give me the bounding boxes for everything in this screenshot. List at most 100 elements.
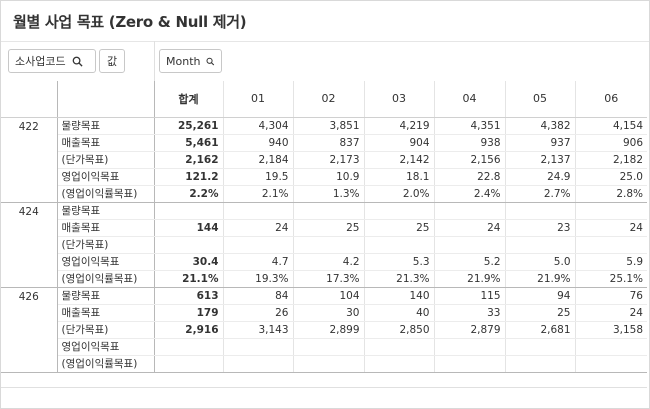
- month-value-cell: 30: [292, 304, 364, 322]
- month-value-cell: 25: [504, 304, 575, 322]
- total-cell: 144: [153, 219, 223, 237]
- month-value-cell: 5.2: [433, 253, 505, 271]
- values-button[interactable]: 값: [99, 49, 125, 73]
- dimension-filter-label: 소사업코드: [15, 55, 66, 68]
- month-value-cell: 76: [574, 287, 647, 305]
- month-value-cell: 24: [574, 304, 647, 322]
- month-value-cell: [433, 338, 505, 356]
- measure-label-cell: 매출목표: [57, 304, 154, 322]
- dimension-filter-button[interactable]: 소사업코드: [8, 49, 96, 73]
- month-value-cell: [574, 236, 647, 254]
- month-value-cell: 2,184: [222, 151, 293, 169]
- table-row: 매출목표 179 26 30 40 33 25 24: [1, 304, 647, 322]
- column-header-month[interactable]: 02: [292, 81, 364, 118]
- month-value-cell: 24.9: [504, 168, 575, 186]
- group-code-cell[interactable]: 424: [1, 202, 58, 288]
- month-value-cell: 25.0: [574, 168, 647, 186]
- month-value-cell: 94: [504, 287, 575, 305]
- measure-label-cell: (단가목표): [57, 321, 154, 339]
- column-header-month[interactable]: 01: [222, 81, 293, 118]
- month-value-cell: 4,219: [363, 117, 434, 135]
- column-header-month-label: 05: [533, 92, 547, 106]
- month-value-cell: 4.7: [222, 253, 293, 271]
- month-value-cell: 1.3%: [292, 185, 364, 203]
- month-value-cell: 4.2: [292, 253, 364, 271]
- column-header-month[interactable]: 06: [574, 81, 647, 118]
- month-value-cell: 2,879: [433, 321, 505, 339]
- header-corner-code: [1, 81, 58, 118]
- measure-label-cell: (영업이익률목표): [57, 355, 154, 373]
- month-value-cell: 2,156: [433, 151, 505, 169]
- month-value-cell: 2,681: [504, 321, 575, 339]
- table-row: 영업이익목표 30.4 4.7 4.2 5.3 5.2 5.0 5.9: [1, 253, 647, 271]
- total-cell: [153, 236, 223, 254]
- column-header-month[interactable]: 05: [504, 81, 575, 118]
- month-value-cell: 4,304: [222, 117, 293, 135]
- table-row: (단가목표): [1, 236, 647, 254]
- month-value-cell: 2,182: [574, 151, 647, 169]
- group-code-cell[interactable]: 422: [1, 117, 58, 203]
- table-row: (영업이익률목표) 2.2% 2.1% 1.3% 2.0% 2.4% 2.7% 2.8%: [1, 185, 647, 203]
- month-value-cell: 21.9%: [433, 270, 505, 288]
- total-cell: 30.4: [153, 253, 223, 271]
- month-value-cell: [363, 236, 434, 254]
- month-value-cell: [363, 202, 434, 220]
- month-value-cell: 5.0: [504, 253, 575, 271]
- month-value-cell: 2.7%: [504, 185, 575, 203]
- column-header-month[interactable]: 03: [363, 81, 434, 118]
- header-total-cell[interactable]: 합계: [153, 81, 223, 118]
- month-value-cell: 2,850: [363, 321, 434, 339]
- table-row: (영업이익률목표) 21.1% 19.3% 17.3% 21.3% 21.9% 21.9% 2…: [1, 270, 647, 288]
- title-divider: [1, 41, 649, 42]
- month-value-cell: 25.1%: [574, 270, 647, 288]
- column-header-month-label: 04: [462, 92, 477, 106]
- column-header-month-label: 03: [392, 92, 406, 106]
- table-footer: [1, 387, 647, 408]
- measure-label-cell: 영업이익목표: [57, 168, 154, 186]
- month-value-cell: 2.8%: [574, 185, 647, 203]
- total-cell: 21.1%: [153, 270, 223, 288]
- month-value-cell: 937: [504, 134, 575, 152]
- month-value-cell: 26: [222, 304, 293, 322]
- column-header-total[interactable]: 합계: [178, 92, 199, 106]
- pivot-table[interactable]: 합계 01 02 03 04 05 06 422 물량목표 25,261 4,304 3,851 4,2…: [1, 81, 647, 387]
- month-value-cell: 25: [363, 219, 434, 237]
- month-value-cell: 5.3: [363, 253, 434, 271]
- measure-label-cell: 매출목표: [57, 219, 154, 237]
- column-header-month-label: 02: [321, 92, 336, 106]
- month-value-cell: 2.0%: [363, 185, 434, 203]
- month-value-cell: 837: [292, 134, 364, 152]
- column-header-month[interactable]: 04: [433, 81, 505, 118]
- total-cell: 2,162: [153, 151, 223, 169]
- month-value-cell: 40: [363, 304, 434, 322]
- total-cell: [153, 338, 223, 356]
- table-row: 426 물량목표 613 84 104 140 115 94 76: [1, 287, 647, 373]
- table-row: (영업이익률목표): [1, 355, 647, 373]
- month-value-cell: 904: [363, 134, 434, 152]
- page-title: 월별 사업 목표 (Zero & Null 제거): [13, 13, 247, 31]
- month-value-cell: [574, 202, 647, 220]
- group-code-cell[interactable]: 426: [1, 287, 58, 373]
- month-value-cell: 2,173: [292, 151, 364, 169]
- measure-label-cell: (영업이익률목표): [57, 185, 154, 203]
- month-value-cell: 2.1%: [222, 185, 293, 203]
- month-value-cell: [292, 355, 364, 373]
- month-value-cell: [292, 202, 364, 220]
- measure-label-cell: 물량목표: [57, 117, 154, 135]
- month-value-cell: 22.8: [433, 168, 505, 186]
- month-value-cell: 5.9: [574, 253, 647, 271]
- month-value-cell: 33: [433, 304, 505, 322]
- month-filter-label: Month: [166, 54, 201, 68]
- table-header-row: 합계 01 02 03 04 05 06: [1, 81, 647, 118]
- month-value-cell: 940: [222, 134, 293, 152]
- month-value-cell: [292, 236, 364, 254]
- month-value-cell: [433, 355, 505, 373]
- month-value-cell: 21.9%: [504, 270, 575, 288]
- column-header-month-label: 01: [251, 92, 265, 106]
- month-value-cell: 2.4%: [433, 185, 505, 203]
- total-cell: [153, 355, 223, 373]
- table-row: 422 물량목표 25,261 4,304 3,851 4,219 4,351 4,382 4,…: [1, 117, 647, 203]
- month-value-cell: [222, 236, 293, 254]
- month-filter-button[interactable]: Month: [159, 49, 222, 73]
